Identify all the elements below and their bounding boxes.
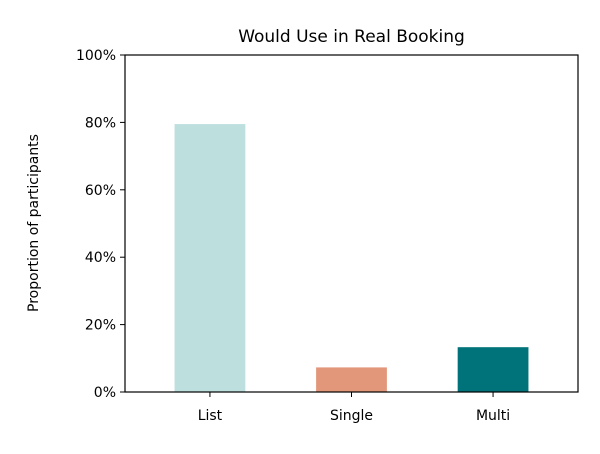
- chart-title: Would Use in Real Booking: [238, 27, 465, 47]
- x-tick-label: List: [198, 408, 223, 424]
- bar-multi: [457, 347, 529, 392]
- x-tick-label: Multi: [476, 408, 510, 424]
- y-tick-label: 20%: [85, 318, 116, 334]
- bar-list: [174, 124, 246, 393]
- plot-frame: [124, 54, 579, 393]
- y-tick-label: 40%: [85, 250, 116, 266]
- bars-group: [174, 124, 529, 393]
- y-tick-label: 0%: [94, 385, 116, 401]
- y-axis: 0% 20% 40% 60% 80% 100%: [76, 48, 125, 401]
- y-tick-label: 60%: [85, 183, 116, 199]
- x-tick-label: Single: [330, 408, 373, 424]
- y-tick-label: 100%: [76, 48, 116, 64]
- y-axis-label: Proportion of participants: [26, 134, 42, 312]
- y-tick-label: 80%: [85, 115, 116, 131]
- x-axis: List Single Multi: [198, 392, 510, 424]
- bar-single: [316, 367, 387, 392]
